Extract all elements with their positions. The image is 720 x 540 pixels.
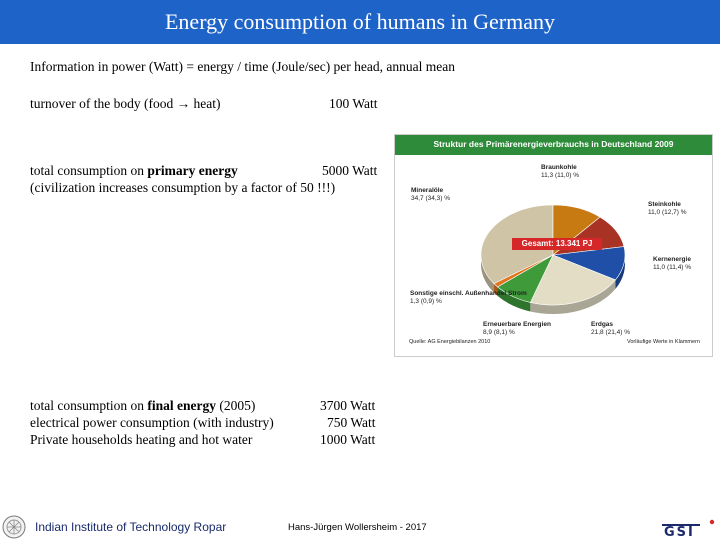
final-bold: final energy	[147, 398, 216, 413]
figure-title: Struktur des Primärenergieverbrauchs in …	[433, 139, 674, 149]
gsi-logo-text: GSI	[664, 525, 695, 537]
label-kernenergie: Kernenergie 11,0 (11,4) %	[653, 256, 691, 271]
gsi-logo-icon: GSI	[662, 519, 715, 537]
label-steinkohle-value: 11,0 (12,7) %	[648, 208, 687, 216]
turnover-value: 100 Watt	[329, 96, 378, 111]
primary-value: 5000 Watt	[322, 163, 378, 178]
figure-header	[395, 135, 712, 155]
label-kernenergie-value: 11,0 (11,4) %	[653, 263, 692, 271]
pie-slice	[529, 254, 616, 306]
label-erdgas: Erdgas 21,8 (21,4) %	[591, 321, 630, 336]
electrical-label: electrical power consumption (with indus…	[30, 415, 274, 430]
label-braunkohle-value: 11,3 (11,0) %	[541, 171, 580, 179]
label-erdgas-name: Erdgas	[591, 321, 614, 328]
final-prefix: total consumption on	[30, 398, 148, 413]
energy-mix-figure: Struktur des Primärenergieverbrauchs in …	[394, 134, 713, 357]
label-erdgas-value: 21,8 (21,4) %	[591, 328, 631, 336]
figure-total-badge: Gesamt: 13.341 PJ	[512, 238, 602, 250]
final-value: 3700 Watt	[320, 398, 376, 413]
primary-bold: primary energy	[147, 163, 238, 178]
label-mineraloele-value: 34,7 (34,3) %	[411, 194, 451, 202]
label-sonstige-value: 1,3 (0,9) %	[410, 297, 442, 305]
pie-slice	[493, 254, 554, 288]
label-erneuerbare-name: Erneuerbare Energien	[483, 321, 551, 328]
label-erneuerbare-value: 8,9 (8,1) %	[483, 328, 515, 336]
label-sonstige: Sonstige einschl. Außenhandel Strom 1,3 (…	[410, 290, 527, 305]
label-erneuerbare: Erneuerbare Energien 8,9 (8,1) %	[483, 321, 551, 336]
primary-label: total consumption on primary energy	[30, 163, 238, 179]
label-steinkohle: Steinkohle 11,0 (12,7) %	[648, 201, 687, 216]
label-kernenergie-name: Kernenergie	[653, 256, 691, 263]
label-sonstige-name: Sonstige einschl. Außenhandel Strom	[410, 290, 527, 297]
pie-slice-side	[615, 246, 625, 289]
iit-logo-icon	[2, 515, 26, 539]
pie-slice-side	[493, 283, 498, 296]
page-title: Energy consumption of humans in Germany	[164, 9, 556, 34]
footer-institute: Indian Institute of Technology Ropar	[35, 520, 227, 534]
title-bar	[0, 0, 720, 44]
label-braunkohle: Braunkohle 11,3 (11,0) %	[541, 164, 579, 179]
figure-unit-note: Vorläufige Werte in Klammern	[627, 339, 700, 345]
turnover-label: turnover of the body (food → heat)	[30, 96, 221, 111]
households-label: Private households heating and hot water	[30, 432, 253, 447]
households-value: 1000 Watt	[320, 432, 376, 447]
label-steinkohle-name: Steinkohle	[648, 201, 681, 208]
footer-author: Hans-Jürgen Wollersheim - 2017	[288, 522, 427, 533]
primary-note: (civilization increases consumption by a…	[30, 180, 336, 195]
primary-prefix: total consumption on	[30, 163, 148, 178]
electrical-value: 750 Watt	[327, 415, 376, 430]
label-mineraloele-name: Mineralöle	[411, 187, 444, 194]
pie-slice-side	[530, 279, 616, 314]
final-label: total consumption on final energy (2005)	[30, 398, 255, 414]
intro-text: Information in power (Watt) = energy / t…	[30, 59, 455, 74]
label-mineraloele: Mineralöle 34,7 (34,3) %	[411, 187, 450, 202]
final-suffix: (2005)	[216, 398, 256, 413]
label-braunkohle-name: Braunkohle	[541, 164, 577, 171]
figure-source: Quelle: AG Energiebilanzen 2010	[409, 339, 491, 345]
